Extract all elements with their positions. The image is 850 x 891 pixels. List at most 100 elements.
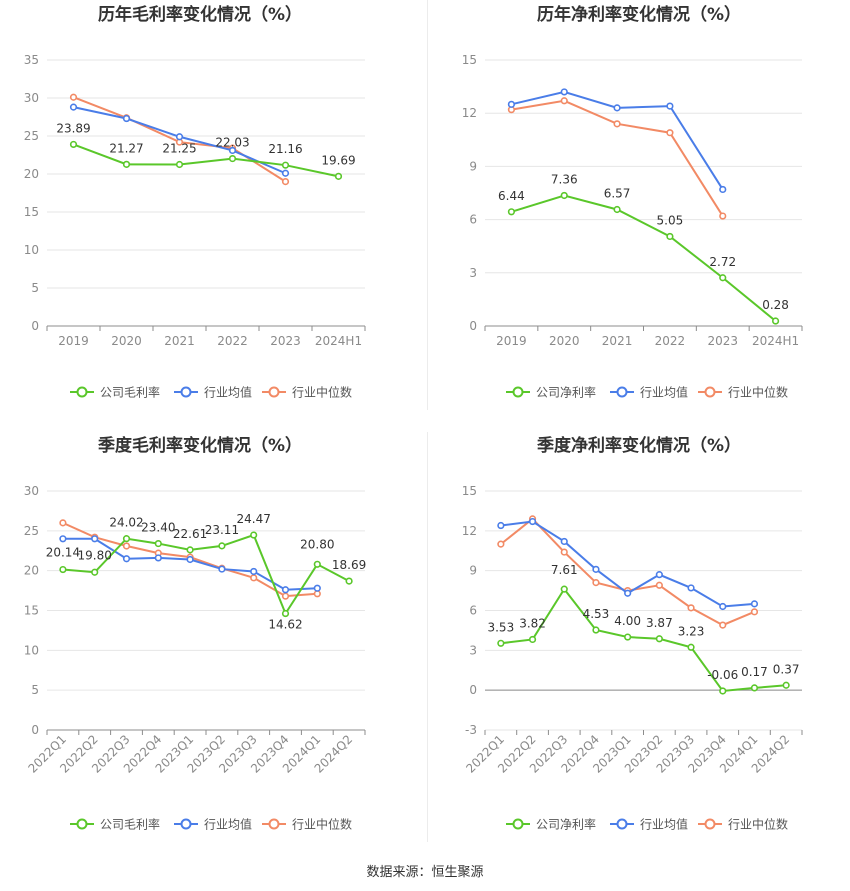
y-tick-label: 3 (469, 643, 477, 657)
chart-4: 季度净利率变化情况（%）-3036912152022Q12022Q22022Q3… (462, 435, 803, 832)
legend-item: 行业均值 (610, 385, 688, 400)
data-point (228, 154, 237, 163)
legend-marker (268, 818, 280, 830)
data-label: 20.14 (46, 546, 80, 560)
data-point (560, 88, 568, 96)
legend-label: 行业均值 (204, 385, 252, 400)
data-point (228, 146, 237, 155)
series-line (62, 533, 350, 616)
legend-item: 公司净利率 (506, 385, 596, 400)
y-tick-label: -3 (465, 723, 477, 737)
legend-item: 行业中位数 (262, 817, 352, 832)
data-label: 4.53 (583, 607, 610, 621)
legend-label: 行业均值 (640, 385, 688, 400)
legend: 公司净利率 行业均值 行业中位数 (506, 817, 788, 832)
x-tick-label: 2020 (549, 334, 580, 348)
data-point (666, 129, 674, 137)
legend-marker (512, 818, 524, 830)
data-point (281, 178, 290, 186)
data-point (122, 555, 131, 563)
data-point (782, 681, 790, 689)
data-point (750, 608, 759, 616)
legend-label: 公司净利率 (536, 385, 596, 400)
y-tick-label: 6 (469, 604, 477, 618)
vertical-divider-bottom (427, 432, 428, 842)
series-industry-median (507, 97, 727, 220)
legend-marker (180, 818, 192, 830)
data-label: 21.25 (162, 142, 196, 156)
data-label: 4.00 (614, 614, 641, 628)
data-point (560, 585, 568, 593)
legend-label: 行业中位数 (728, 817, 788, 832)
data-label: 7.36 (551, 172, 578, 186)
data-point (750, 684, 759, 692)
data-point (250, 531, 258, 539)
data-point (313, 590, 321, 598)
legend-item: 行业中位数 (262, 385, 352, 400)
data-point (281, 586, 290, 594)
chart-title: 历年净利率变化情况（%） (537, 4, 741, 25)
series-company: 6.44 7.36 6.57 5.05 2.72 0.28 (498, 172, 789, 325)
series-line (511, 194, 777, 322)
data-point (613, 120, 621, 128)
legend-marker (268, 386, 280, 398)
data-point (250, 567, 258, 576)
legend-label: 公司净利率 (536, 817, 596, 832)
y-tick-label: 10 (24, 243, 39, 257)
data-point (497, 540, 505, 548)
data-label: 3.23 (678, 624, 705, 638)
data-point (624, 633, 632, 641)
series-line (500, 517, 755, 627)
data-point (281, 592, 290, 600)
data-label: 23.11 (205, 523, 239, 537)
legend-marker (704, 386, 716, 398)
y-tick-label: 12 (462, 524, 477, 538)
data-point (154, 539, 162, 548)
data-point (528, 635, 537, 644)
chart-1: 历年毛利率变化情况（%） 0 5 10 15 20 25 30 35 2019 2020 2021 20… (24, 4, 366, 400)
legend-item: 公司毛利率 (70, 385, 160, 400)
data-point (122, 542, 131, 550)
y-tick-label: 35 (24, 53, 39, 67)
data-point (175, 133, 184, 141)
series-industry-average (59, 535, 321, 594)
data-label: 21.27 (109, 141, 143, 155)
data-point (218, 542, 226, 550)
x-tick-label: 2020 (111, 334, 142, 348)
legend-label: 行业均值 (204, 817, 252, 832)
y-tick-label: 15 (24, 604, 39, 618)
data-point (91, 535, 99, 543)
data-point (59, 565, 67, 574)
x-tick-label: 2023 (270, 334, 301, 348)
legend-label: 行业均值 (640, 817, 688, 832)
data-point (59, 519, 67, 527)
data-label: 14.62 (268, 618, 302, 632)
data-point (592, 579, 600, 587)
data-point (218, 565, 226, 573)
y-tick-label: 20 (24, 564, 39, 578)
legend-item: 公司净利率 (506, 817, 596, 832)
legend-marker (76, 818, 88, 830)
y-tick-label: 0 (469, 319, 477, 333)
data-point (687, 584, 695, 592)
chart-title: 历年毛利率变化情况（%） (98, 4, 302, 25)
data-point (313, 560, 321, 568)
legend-label: 公司毛利率 (100, 385, 160, 400)
data-point (719, 212, 727, 220)
y-tick-label: 25 (24, 524, 39, 538)
data-point (334, 172, 343, 180)
data-point (175, 160, 184, 169)
legend-item: 行业均值 (174, 385, 252, 400)
data-label: 24.02 (109, 516, 143, 530)
data-point (613, 205, 621, 214)
data-point (154, 554, 162, 562)
data-point (560, 548, 568, 556)
data-label: 21.16 (268, 142, 302, 156)
data-point (560, 97, 568, 105)
legend: 公司净利率 行业均值 行业中位数 (506, 385, 788, 400)
data-point (281, 161, 290, 169)
data-point (507, 100, 516, 108)
legend-marker (512, 386, 524, 398)
data-point (497, 639, 505, 647)
